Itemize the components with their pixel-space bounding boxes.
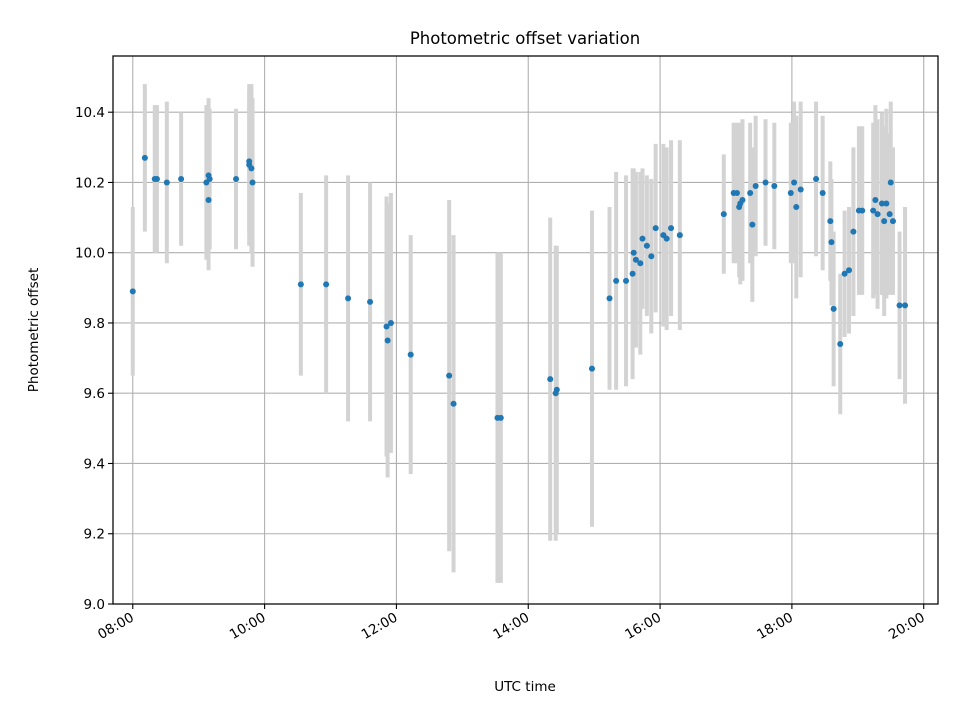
data-point	[630, 249, 637, 256]
data-point	[206, 175, 213, 182]
y-tick-label: 10.4	[75, 105, 105, 121]
data-point	[850, 228, 857, 235]
data-point	[752, 182, 759, 189]
data-point	[141, 154, 148, 161]
data-point	[872, 197, 879, 204]
data-point	[762, 179, 769, 186]
data-point	[828, 239, 835, 246]
data-point	[841, 270, 848, 277]
data-point	[367, 298, 374, 305]
data-point	[676, 232, 683, 239]
data-point	[249, 179, 256, 186]
y-tick-label: 9.8	[84, 316, 105, 332]
data-point	[639, 235, 646, 242]
x-axis-label: UTC time	[494, 679, 556, 695]
y-axis-label: Photometric offset	[26, 268, 42, 392]
data-point	[883, 200, 890, 207]
data-point	[846, 267, 853, 274]
data-point	[163, 179, 170, 186]
data-point	[827, 218, 834, 225]
data-point	[663, 235, 670, 242]
data-point	[889, 218, 896, 225]
chart-title: Photometric offset variation	[410, 29, 640, 48]
data-point	[588, 365, 595, 372]
data-point	[623, 277, 630, 284]
y-tick-label: 9.2	[84, 527, 105, 543]
y-tick-label: 9.6	[84, 386, 105, 402]
data-point	[881, 218, 888, 225]
data-point	[450, 400, 457, 407]
data-point	[629, 270, 636, 277]
data-point	[553, 386, 560, 393]
data-point	[637, 260, 644, 267]
data-point	[797, 186, 804, 193]
data-point	[720, 211, 727, 218]
data-point	[643, 242, 650, 249]
point-layer	[129, 154, 909, 421]
data-point	[497, 414, 504, 421]
data-point	[813, 175, 820, 182]
data-point	[129, 288, 136, 295]
data-point	[749, 221, 756, 228]
data-point	[886, 211, 893, 218]
y-tick-label: 9.4	[84, 456, 105, 472]
data-point	[819, 190, 826, 196]
data-point	[387, 319, 394, 326]
data-point	[345, 295, 352, 302]
data-point	[837, 341, 844, 348]
data-point	[384, 337, 391, 344]
data-point	[878, 200, 885, 207]
y-tick-label: 9.0	[84, 597, 105, 613]
y-tick-label: 10.0	[75, 246, 105, 262]
data-point	[896, 302, 903, 309]
data-point	[668, 225, 675, 232]
data-point	[887, 179, 894, 186]
data-point	[787, 190, 794, 196]
data-point	[297, 281, 304, 288]
data-point	[652, 225, 659, 232]
data-point	[205, 197, 212, 204]
data-point	[791, 179, 798, 186]
data-point	[793, 204, 800, 211]
data-point	[648, 253, 655, 260]
data-point	[859, 207, 866, 214]
plot-frame	[112, 55, 939, 605]
data-point	[446, 372, 453, 379]
data-point	[771, 182, 778, 189]
data-point	[747, 190, 754, 196]
data-point	[547, 376, 554, 383]
data-point	[739, 197, 746, 204]
data-point	[233, 175, 240, 182]
data-point	[632, 256, 639, 263]
data-point	[407, 351, 414, 358]
data-point	[383, 323, 390, 330]
data-point	[874, 211, 881, 218]
data-point	[902, 302, 909, 309]
data-point	[830, 305, 837, 312]
data-point	[733, 190, 740, 196]
data-point	[248, 165, 255, 172]
y-tick-label: 10.2	[75, 175, 105, 191]
data-point	[178, 175, 185, 182]
data-point	[606, 295, 613, 302]
data-point	[870, 207, 877, 214]
data-point	[613, 277, 620, 284]
data-point	[323, 281, 330, 288]
data-point	[153, 175, 160, 182]
